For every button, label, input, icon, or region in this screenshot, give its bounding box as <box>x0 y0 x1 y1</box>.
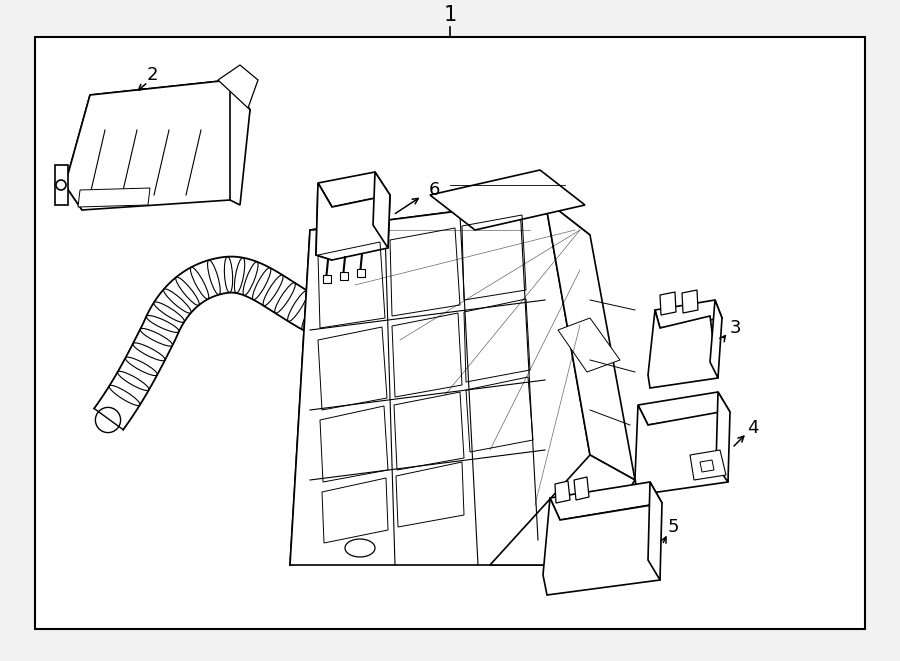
Polygon shape <box>648 310 718 388</box>
Polygon shape <box>550 482 662 520</box>
Text: 3: 3 <box>729 319 741 337</box>
Polygon shape <box>316 183 332 260</box>
Polygon shape <box>543 498 660 595</box>
Polygon shape <box>65 95 108 210</box>
Polygon shape <box>55 165 68 205</box>
Polygon shape <box>318 172 390 207</box>
Polygon shape <box>574 477 589 500</box>
Polygon shape <box>682 290 698 313</box>
Polygon shape <box>635 405 728 495</box>
Polygon shape <box>655 300 722 328</box>
Text: 2: 2 <box>146 66 158 84</box>
Polygon shape <box>558 318 620 372</box>
Polygon shape <box>290 200 590 565</box>
Polygon shape <box>555 481 570 503</box>
Text: 4: 4 <box>747 419 759 437</box>
Polygon shape <box>430 170 585 230</box>
Polygon shape <box>94 256 348 430</box>
Polygon shape <box>290 230 345 565</box>
Polygon shape <box>490 455 635 565</box>
Polygon shape <box>78 188 150 207</box>
Polygon shape <box>690 450 726 480</box>
Polygon shape <box>545 200 635 480</box>
Text: 5: 5 <box>667 518 679 536</box>
Polygon shape <box>316 183 390 260</box>
Bar <box>357 269 365 277</box>
Polygon shape <box>230 80 250 205</box>
Bar <box>35 37 865 629</box>
Bar <box>340 272 348 280</box>
Polygon shape <box>638 392 730 425</box>
Polygon shape <box>700 460 714 472</box>
Polygon shape <box>65 80 250 210</box>
Polygon shape <box>710 300 722 378</box>
Polygon shape <box>90 80 250 125</box>
Polygon shape <box>218 65 258 108</box>
Polygon shape <box>648 482 662 580</box>
Polygon shape <box>310 200 590 265</box>
Bar <box>323 275 331 283</box>
Polygon shape <box>660 292 676 315</box>
Text: 1: 1 <box>444 5 456 25</box>
Polygon shape <box>716 392 730 482</box>
Text: 6: 6 <box>428 181 440 199</box>
Polygon shape <box>373 172 390 248</box>
